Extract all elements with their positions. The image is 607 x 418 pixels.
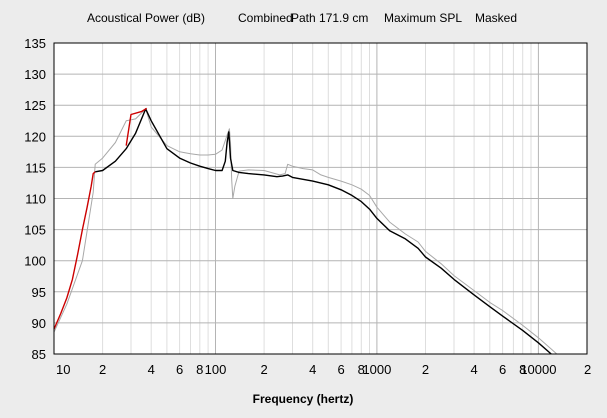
x-axis-label: Frequency (hertz)	[253, 392, 354, 406]
x-tick-label: 6	[337, 362, 344, 377]
x-tick-label: 4	[309, 362, 316, 377]
x-tick-label: 10	[56, 362, 70, 377]
x-tick-label: 8	[519, 362, 526, 377]
y-tick-label: 95	[32, 285, 46, 300]
x-tick-label: 2	[99, 362, 106, 377]
title-part-1: Acoustical Power (dB)	[87, 11, 205, 25]
x-tick-label: 2	[422, 362, 429, 377]
x-tick-label: 2	[584, 362, 591, 377]
x-tick-label: 1000	[362, 362, 391, 377]
title-part-2: Combined	[238, 11, 293, 25]
series-line-2	[95, 108, 552, 355]
title-part-3: Path 171.9 cm	[291, 11, 368, 25]
series-layer	[53, 107, 558, 355]
x-tick-label: 4	[470, 362, 477, 377]
x-tick-label: 10000	[520, 362, 556, 377]
x-tick-label: 6	[499, 362, 506, 377]
series-line-1	[53, 108, 558, 355]
y-tick-label: 90	[32, 316, 46, 331]
x-tick-label: 8	[196, 362, 203, 377]
y-tick-label: 100	[24, 254, 46, 269]
y-tick-label: 85	[32, 347, 46, 362]
chart-title: Acoustical Power (dB) Combined Path 171.…	[87, 11, 517, 25]
y-tick-label: 110	[25, 192, 46, 207]
series-line-3	[53, 171, 96, 330]
x-tick-label: 8	[358, 362, 365, 377]
y-tick-label: 135	[24, 36, 46, 51]
y-axis-ticks: 135 130 125 120 115 110 105 100 95 90 85	[24, 36, 46, 362]
series-line-4	[125, 107, 148, 146]
title-part-4: Maximum SPL	[384, 11, 462, 25]
x-tick-label: 4	[148, 362, 155, 377]
plot-border	[53, 42, 588, 355]
x-tick-label: 6	[176, 362, 183, 377]
x-tick-label: 100	[205, 362, 227, 377]
y-tick-label: 130	[24, 67, 46, 82]
grid-lines	[53, 42, 588, 355]
title-part-5: Masked	[475, 11, 517, 25]
y-tick-label: 125	[24, 98, 46, 113]
x-tick-label: 2	[260, 362, 267, 377]
y-tick-label: 115	[25, 160, 46, 175]
y-tick-label: 120	[24, 129, 46, 144]
y-tick-label: 105	[24, 223, 46, 238]
